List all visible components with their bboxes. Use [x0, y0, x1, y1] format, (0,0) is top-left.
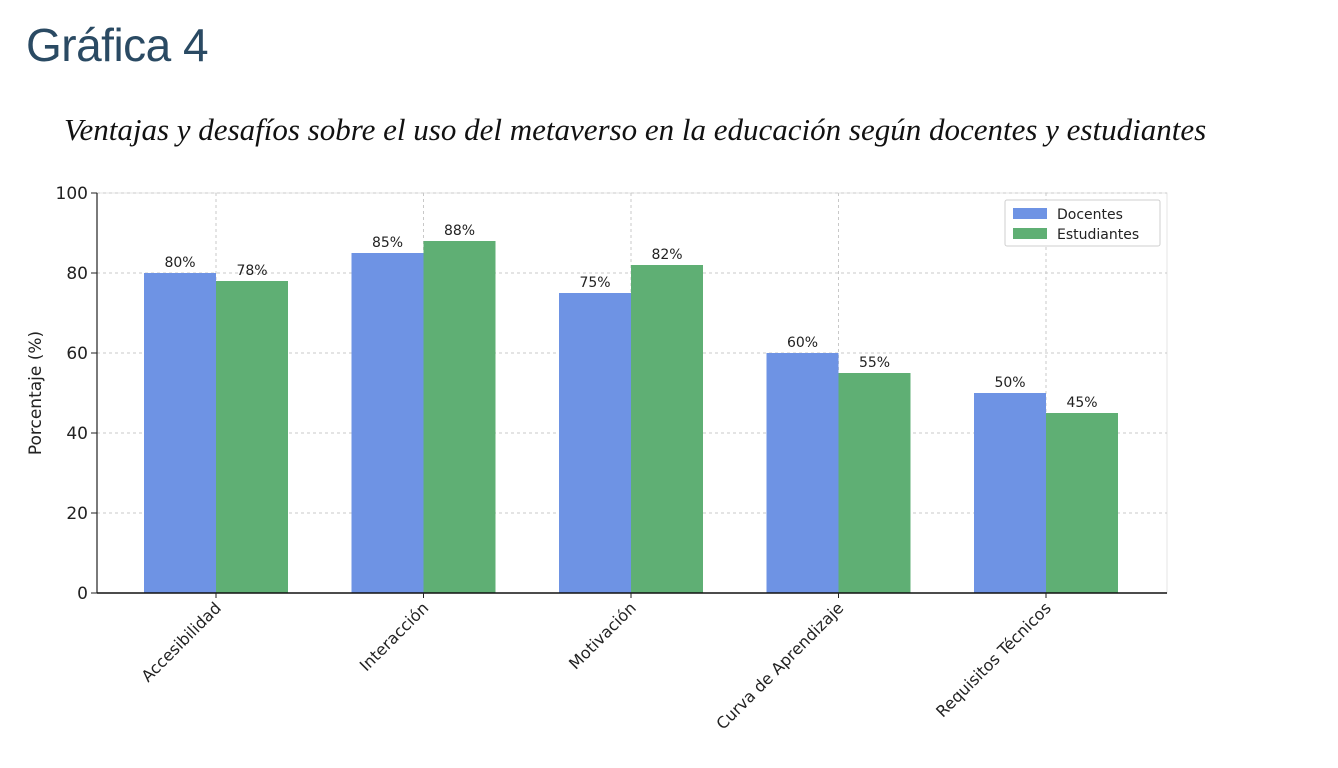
bar-estudiantes [1046, 413, 1118, 593]
bar-docentes [766, 353, 839, 593]
x-tick-label: Requisitos Técnicos [932, 598, 1055, 721]
x-tick-label: Accesibilidad [138, 598, 225, 685]
bars [144, 241, 1118, 593]
bar-docentes [559, 293, 631, 593]
y-tick-label: 40 [66, 424, 88, 444]
y-tick-label: 80 [66, 264, 88, 284]
bar-value-label: 50% [994, 375, 1025, 391]
bar-value-label: 88% [444, 223, 475, 239]
y-tick-label: 100 [56, 184, 88, 204]
axes [91, 192, 1167, 598]
bar-value-label: 78% [236, 263, 267, 279]
bar-value-label: 75% [579, 275, 610, 291]
legend: Docentes Estudiantes [1004, 199, 1161, 247]
chart-title: Ventajas y desafíos sobre el uso del met… [64, 112, 1207, 147]
y-axis-label: Porcentaje (%) [26, 331, 46, 455]
y-tick-label: 20 [66, 504, 88, 524]
bar-value-label: 85% [372, 235, 403, 251]
legend-label: Estudiantes [1057, 227, 1139, 243]
y-tick-label: 0 [77, 584, 88, 604]
bar-docentes [351, 253, 424, 593]
bar-estudiantes [838, 373, 911, 593]
bar-value-label: 45% [1066, 395, 1097, 411]
x-tick-label: Curva de Aprendizaje [712, 598, 847, 733]
legend-label: Docentes [1057, 207, 1123, 223]
y-tick-label: 60 [66, 344, 88, 364]
bar-docentes [144, 273, 216, 593]
bar-docentes [974, 393, 1046, 593]
bar-estudiantes [423, 241, 496, 593]
bar-value-label: 80% [164, 255, 195, 271]
figure-heading: Gráfica 4 [26, 19, 209, 71]
legend-swatch [1013, 208, 1047, 219]
x-tick-label: Motivación [565, 598, 640, 673]
bar-estudiantes [216, 281, 288, 593]
bar-value-label: 55% [859, 355, 890, 371]
bar-estudiantes [631, 265, 703, 593]
bar-value-label: 60% [787, 335, 818, 351]
x-tick-label: Interacción [356, 598, 433, 675]
legend-swatch [1013, 228, 1047, 239]
bar-value-label: 82% [651, 247, 682, 263]
